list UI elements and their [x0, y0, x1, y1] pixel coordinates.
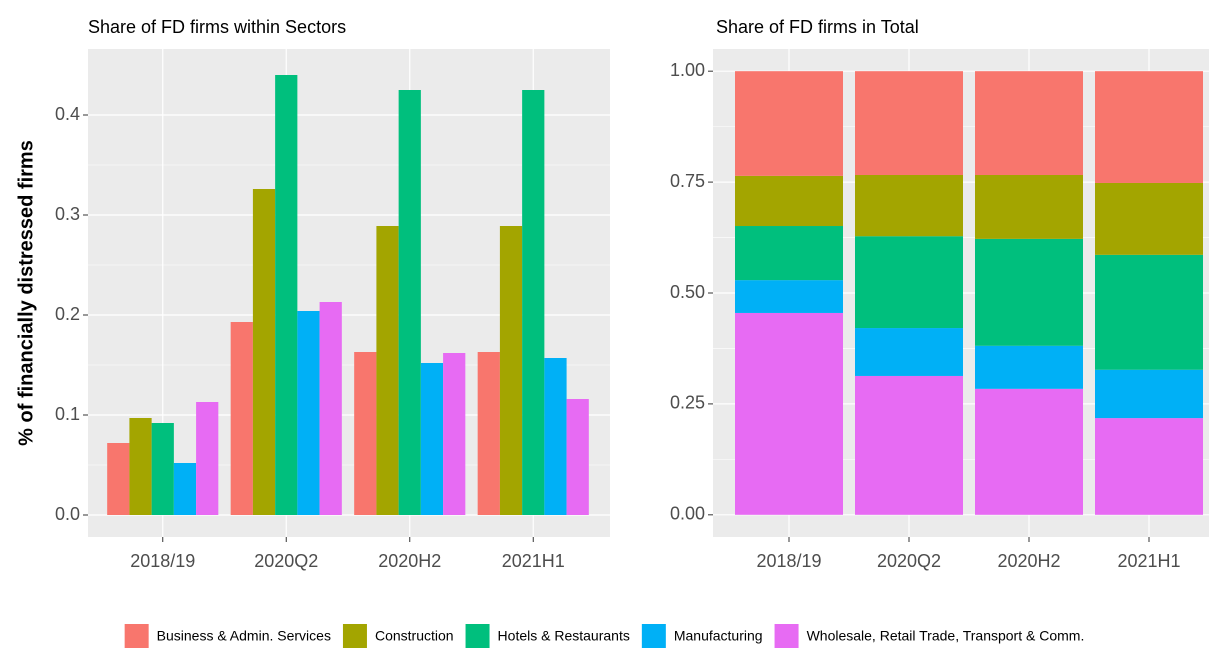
bar [319, 302, 342, 515]
bar-segment [975, 174, 1083, 239]
bar-segment [855, 71, 963, 175]
bar [173, 463, 197, 515]
x-tick-label: 2020H2 [378, 551, 441, 571]
legend-label: Business & Admin. Services [157, 628, 331, 644]
chart-title: Share of FD firms in Total [716, 17, 919, 37]
bar-segment [975, 238, 1083, 346]
x-tick-label: 2018/19 [130, 551, 195, 571]
y-tick-label: 1.00 [670, 60, 705, 80]
y-tick-label: 0.3 [55, 204, 80, 224]
bar-segment [1095, 182, 1203, 255]
bar-segment [1095, 71, 1203, 183]
bar-segment [735, 226, 843, 281]
bar [275, 75, 298, 515]
x-tick-label: 2020H2 [997, 551, 1060, 571]
bar-segment [1095, 369, 1203, 419]
y-axis-label: % of financially distressed firms [15, 140, 37, 446]
bar [252, 189, 276, 515]
bar [477, 352, 500, 515]
bar [398, 90, 421, 515]
legend-swatch [641, 624, 666, 648]
y-tick-label: 0.50 [670, 282, 705, 302]
legend-swatch [342, 624, 367, 648]
legend-swatch [465, 624, 490, 648]
bar-segment [855, 236, 963, 329]
bar [107, 443, 130, 515]
chart-title: Share of FD firms within Sectors [88, 17, 346, 37]
legend-label: Hotels & Restaurants [498, 628, 630, 644]
bar [522, 90, 545, 515]
bar-segment [975, 388, 1083, 515]
bar [443, 353, 466, 515]
bar [420, 363, 444, 515]
bar [151, 423, 174, 515]
y-tick-label: 0.2 [55, 304, 80, 324]
bar [376, 226, 399, 515]
bar-segment [975, 345, 1083, 389]
bar [544, 358, 567, 515]
y-tick-label: 0.1 [55, 404, 80, 424]
bar [196, 402, 219, 515]
bar [129, 418, 152, 515]
legend-label: Construction [375, 628, 454, 644]
bar-segment [735, 175, 843, 227]
x-tick-label: 2021H1 [1117, 551, 1180, 571]
legend-swatch [124, 624, 149, 648]
bar [230, 322, 253, 515]
bar-segment [735, 312, 843, 515]
bar [297, 311, 320, 515]
legend-label: Wholesale, Retail Trade, Transport & Com… [807, 628, 1085, 644]
bar [566, 399, 589, 515]
x-tick-label: 2021H1 [502, 551, 565, 571]
y-tick-label: 0.4 [55, 104, 80, 124]
y-tick-label: 0.25 [670, 393, 705, 413]
bar-segment [735, 280, 843, 313]
x-tick-label: 2018/19 [756, 551, 821, 571]
bar-segment [735, 71, 843, 176]
bar-segment [1095, 254, 1203, 370]
bar-segment [1095, 418, 1203, 515]
legend-label: Manufacturing [674, 628, 763, 644]
bar [354, 352, 377, 515]
x-tick-label: 2020Q2 [877, 551, 941, 571]
y-tick-label: 0.00 [670, 504, 705, 524]
legend-swatch [774, 624, 799, 648]
y-tick-label: 0.75 [670, 171, 705, 191]
bar-segment [855, 375, 963, 515]
bar-segment [975, 71, 1083, 175]
bar [499, 226, 523, 515]
y-tick-label: 0.0 [55, 504, 80, 524]
bar-segment [855, 174, 963, 237]
x-tick-label: 2020Q2 [254, 551, 318, 571]
bar-segment [855, 328, 963, 376]
